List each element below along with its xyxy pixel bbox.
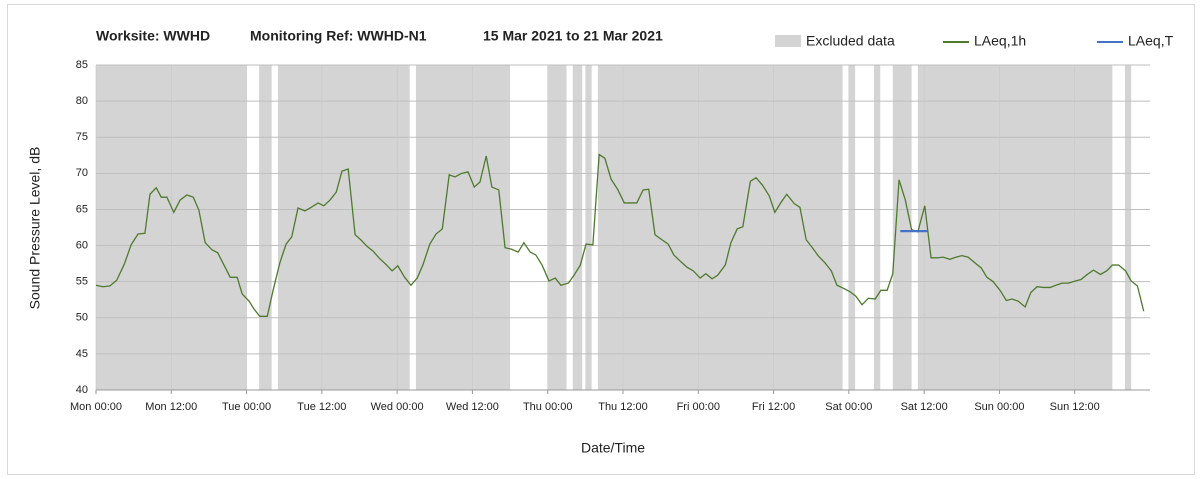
excluded-band [415,65,511,390]
x-tick-label: Sat 12:00 [901,401,948,413]
y-tick-label: 40 [76,384,88,396]
y-tick-label: 55 [76,276,88,288]
y-tick-label: 50 [76,312,88,324]
excluded-band [259,65,272,390]
excluded-band [585,65,592,390]
x-tick-label: Fri 00:00 [677,401,720,413]
x-tick-label: Mon 12:00 [145,401,197,413]
x-tick-label: Wed 00:00 [371,401,424,413]
y-tick-label: 80 [76,95,88,107]
y-tick-label: 85 [76,59,88,71]
x-tick-label: Thu 00:00 [523,401,573,413]
excluded-band [547,65,567,390]
excluded-band [277,65,410,390]
series-line [95,153,1145,317]
x-tick-label: Tue 00:00 [222,401,271,413]
x-tick-label: Thu 12:00 [598,401,648,413]
excluded-band [597,65,843,390]
y-tick-label: 65 [76,203,88,215]
y-axis-label: Sound Pressure Level, dB [27,147,43,310]
excluded-band [873,65,881,390]
legend-label: LAeq,T [1128,33,1174,49]
legend-label: Excluded data [806,33,895,49]
chart-title: Worksite: WWHD [96,28,210,44]
y-tick-label: 75 [76,131,88,143]
x-tick-label: Fri 12:00 [752,401,795,413]
x-axis-label: Date/Time [581,440,645,456]
excluded-band [892,65,912,390]
excluded-band [572,65,583,390]
chart-title: 15 Mar 2021 to 21 Mar 2021 [483,28,663,44]
chart-title: Monitoring Ref: WWHD-N1 [250,28,427,44]
x-tick-label: Mon 00:00 [70,401,122,413]
y-tick-label: 60 [76,239,88,251]
x-tick-label: Sun 12:00 [1050,401,1100,413]
excluded-band [1124,65,1132,390]
y-tick-label: 45 [76,348,88,360]
x-tick-label: Sun 00:00 [974,401,1024,413]
excluded-band [848,65,856,390]
legend-swatch-excluded [775,35,801,47]
x-tick-label: Tue 12:00 [297,401,346,413]
legend-label: LAeq,1h [974,33,1026,49]
y-tick-label: 70 [76,167,88,179]
x-tick-label: Sat 00:00 [825,401,872,413]
x-tick-label: Wed 12:00 [446,401,499,413]
excluded-band [917,65,1113,390]
